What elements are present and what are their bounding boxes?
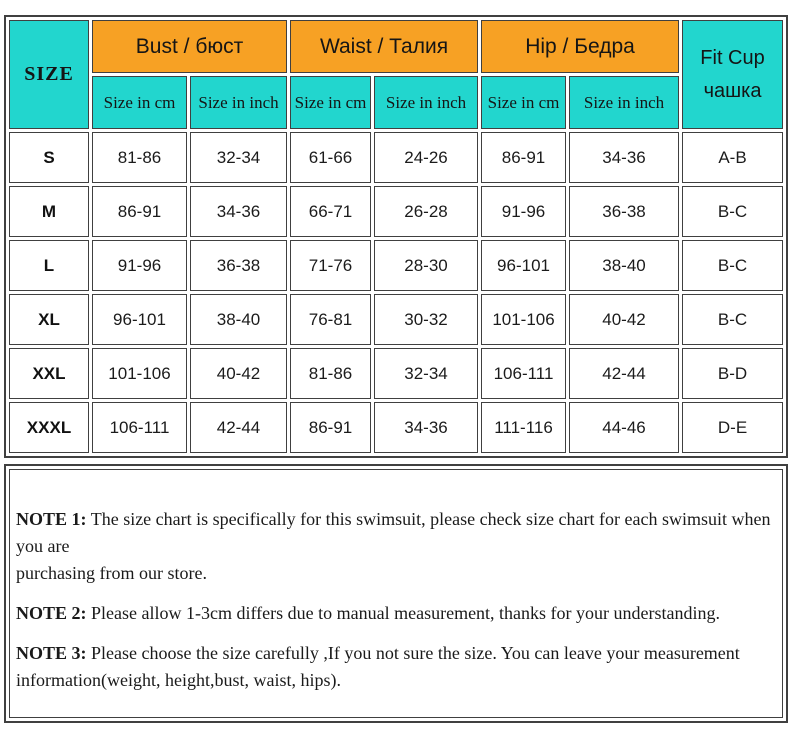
size-row: L 91-96 36-38 71-76 28-30 96-101 38-40 B-C — [9, 240, 784, 291]
notes-box: NOTE 1: The size chart is specifically f… — [4, 464, 788, 723]
size-row: XXXL 106-111 42-44 86-91 34-36 111-116 44-46 D-… — [9, 402, 784, 453]
subheader-cell: Size in inch — [569, 76, 680, 129]
measurement-cell: 30-32 — [374, 294, 479, 345]
note-label: NOTE 2: — [16, 603, 87, 623]
measurement-cell: 42-44 — [190, 402, 288, 453]
measurement-cell: 86-91 — [92, 186, 187, 237]
group-header-waist: Waist / Талия — [290, 20, 479, 73]
measurement-cell: 106-111 — [481, 348, 567, 399]
note-label: NOTE 1: — [16, 509, 87, 529]
measurement-cell: 81-86 — [92, 132, 187, 183]
note-text-line: The size chart is specifically for this … — [16, 509, 771, 556]
measurement-cell: 32-34 — [190, 132, 288, 183]
measurement-cell: 81-86 — [290, 348, 372, 399]
measurement-cell: 38-40 — [569, 240, 680, 291]
subheader-cell: Size in inch — [190, 76, 288, 129]
measurement-cell: 42-44 — [569, 348, 680, 399]
measurement-cell: 91-96 — [92, 240, 187, 291]
measurement-cell: 101-106 — [92, 348, 187, 399]
size-chart-table: SIZE Bust / бюст Waist / Талия Hip / Бед… — [4, 15, 789, 458]
cup-cell: B-D — [682, 348, 784, 399]
group-header-bust: Bust / бюст — [92, 20, 288, 73]
note-text-line: information(weight, height,bust, waist, … — [16, 670, 341, 690]
size-row: S 81-86 32-34 61-66 24-26 86-91 34-36 A-B — [9, 132, 784, 183]
measurement-cell: 36-38 — [569, 186, 680, 237]
note-paragraph: NOTE 1: The size chart is specifically f… — [16, 506, 772, 587]
measurement-cell: 91-96 — [481, 186, 567, 237]
subheader-cell: Size in cm — [290, 76, 372, 129]
measurement-cell: 44-46 — [569, 402, 680, 453]
size-label-cell: S — [9, 132, 89, 183]
measurement-cell: 111-116 — [481, 402, 567, 453]
cup-cell: D-E — [682, 402, 784, 453]
note-paragraph: NOTE 3: Please choose the size carefully… — [16, 640, 772, 694]
measurement-cell: 32-34 — [374, 348, 479, 399]
subheader-cell: Size in inch — [374, 76, 479, 129]
note-label: NOTE 3: — [16, 643, 87, 663]
note-text-line: purchasing from our store. — [16, 563, 207, 583]
measurement-cell: 38-40 — [190, 294, 288, 345]
measurement-cell: 34-36 — [569, 132, 680, 183]
cup-cell: B-C — [682, 294, 784, 345]
measurement-cell: 86-91 — [290, 402, 372, 453]
fit-cup-header: Fit Cup чашка — [682, 20, 784, 129]
measurement-cell: 106-111 — [92, 402, 187, 453]
subheader-cell: Size in cm — [92, 76, 187, 129]
size-label-cell: XL — [9, 294, 89, 345]
measurement-cell: 24-26 — [374, 132, 479, 183]
measurement-cell: 40-42 — [569, 294, 680, 345]
notes-content: NOTE 1: The size chart is specifically f… — [9, 469, 783, 718]
size-label-cell: M — [9, 186, 89, 237]
measurement-cell: 86-91 — [481, 132, 567, 183]
measurement-cell: 28-30 — [374, 240, 479, 291]
cup-cell: A-B — [682, 132, 784, 183]
measurement-cell: 96-101 — [92, 294, 187, 345]
note-paragraph: NOTE 2: Please allow 1-3cm differs due t… — [16, 600, 772, 627]
fit-cup-header-line1: Fit Cup — [700, 47, 765, 69]
group-header-hip: Hip / Бедра — [481, 20, 680, 73]
measurement-cell: 101-106 — [481, 294, 567, 345]
measurement-cell: 34-36 — [190, 186, 288, 237]
subheader-cell: Size in cm — [481, 76, 567, 129]
size-label-cell: XXXL — [9, 402, 89, 453]
cup-cell: B-C — [682, 186, 784, 237]
measurement-cell: 36-38 — [190, 240, 288, 291]
size-label-cell: XXL — [9, 348, 89, 399]
measurement-cell: 34-36 — [374, 402, 479, 453]
measurement-cell: 76-81 — [290, 294, 372, 345]
note-text-line: Please choose the size carefully ,If you… — [91, 643, 740, 663]
measurement-cell: 61-66 — [290, 132, 372, 183]
measurement-cell: 66-71 — [290, 186, 372, 237]
size-column-header: SIZE — [9, 20, 89, 129]
cup-cell: B-C — [682, 240, 784, 291]
note-text-line: Please allow 1-3cm differs due to manual… — [91, 603, 721, 623]
size-label-cell: L — [9, 240, 89, 291]
measurement-cell: 26-28 — [374, 186, 479, 237]
header-sub-row: Size in cm Size in inch Size in cm Size in … — [9, 76, 783, 129]
header-group-row: SIZE Bust / бюст Waist / Талия Hip / Бед… — [9, 20, 784, 129]
size-row: XXL 101-106 40-42 81-86 32-34 106-111 42-44 B-D — [9, 348, 784, 399]
measurement-cell: 40-42 — [190, 348, 288, 399]
measurement-cell: 96-101 — [481, 240, 567, 291]
size-row: M 86-91 34-36 66-71 26-28 91-96 36-38 B-C — [9, 186, 784, 237]
size-row: XL 96-101 38-40 76-81 30-32 101-106 40-42 B-C — [9, 294, 784, 345]
fit-cup-header-line2: чашка — [703, 80, 762, 102]
measurement-cell: 71-76 — [290, 240, 372, 291]
